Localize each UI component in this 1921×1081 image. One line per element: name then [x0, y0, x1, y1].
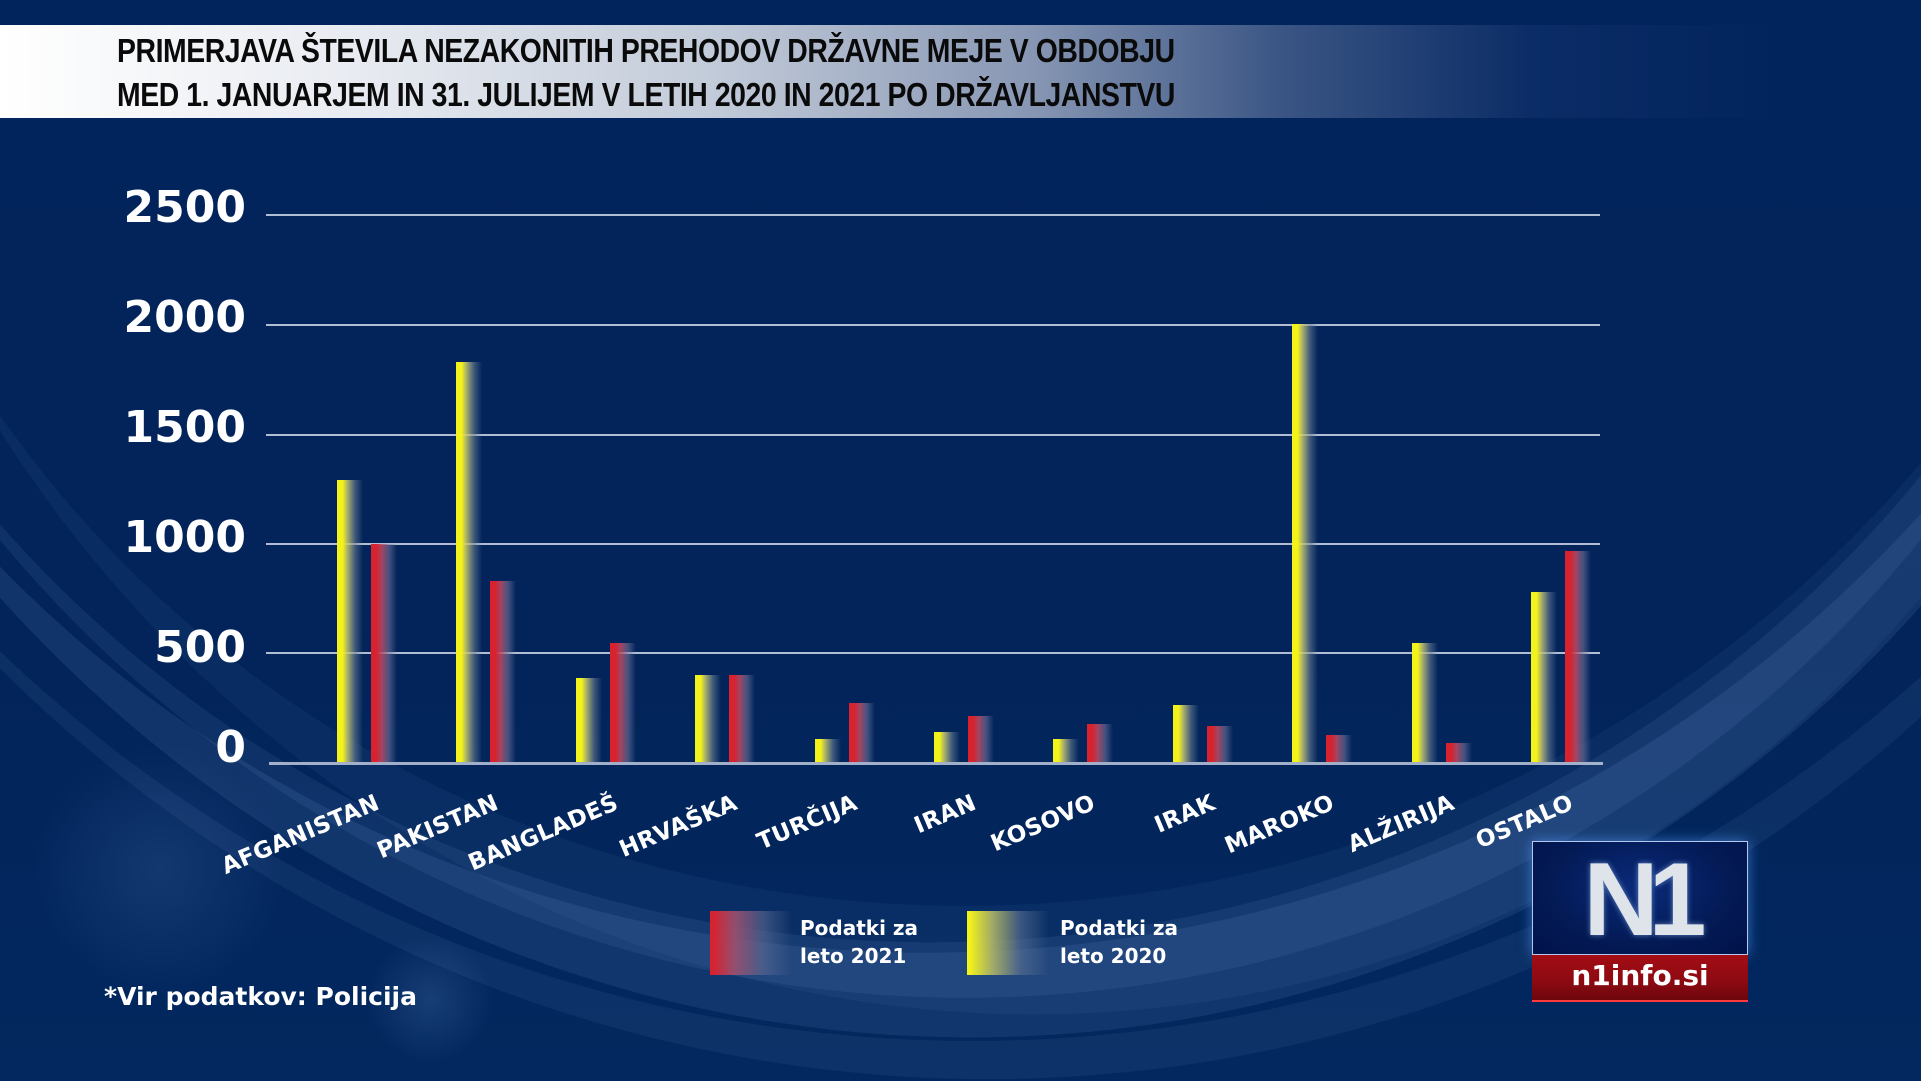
bar-2021 — [490, 580, 517, 762]
chart-title-line-2: MED 1. JANUARJEM IN 31. JULIJEM V LETIH … — [117, 76, 1175, 113]
bar-2020 — [1172, 704, 1199, 762]
logo-url-band: n1info.si — [1532, 955, 1748, 1002]
chart-title-line-1: PRIMERJAVA ŠTEVILA NEZAKONITIH PREHODOV … — [117, 32, 1175, 69]
y-tick-label: 1000 — [123, 512, 246, 563]
legend-label-2021-line2: leto 2021 — [800, 944, 907, 968]
logo-url: n1info.si — [1571, 959, 1709, 992]
gridline — [266, 652, 1600, 654]
bar-2021 — [1206, 725, 1233, 762]
bar-2020 — [1411, 643, 1438, 762]
bar-2020 — [1531, 591, 1557, 762]
legend-label-2020: Podatki za leto 2020 — [1060, 914, 1178, 970]
bar-2021 — [1565, 550, 1591, 762]
bar-2020 — [814, 738, 841, 762]
bar-2021 — [609, 643, 636, 762]
bar-2020 — [934, 732, 960, 762]
gridline — [266, 214, 1600, 216]
legend-swatch-2020 — [967, 911, 1049, 975]
bar-2020 — [575, 678, 602, 762]
x-axis-baseline — [269, 762, 1603, 765]
legend-label-2020-line2: leto 2020 — [1060, 944, 1167, 968]
legend-label-2020-line1: Podatki za — [1060, 916, 1179, 940]
gridline — [266, 324, 1600, 326]
legend-label-2021-line1: Podatki za — [800, 916, 919, 940]
bar-2020 — [695, 675, 722, 762]
bar-2020 — [1053, 738, 1080, 762]
bar-2021 — [1445, 743, 1472, 762]
n1-logo: N1 n1info.si — [1532, 841, 1748, 1002]
gridline — [266, 543, 1600, 545]
bar-2021 — [848, 702, 875, 762]
bar-2021 — [1087, 723, 1114, 762]
logo-mark-box: N1 — [1532, 841, 1748, 955]
bar-2020 — [1292, 324, 1319, 762]
logo-mark: N1 — [1583, 842, 1707, 958]
legend-swatch-2021 — [710, 911, 792, 975]
y-tick-label: 2000 — [123, 292, 246, 343]
y-tick-label: 0 — [215, 722, 246, 773]
gridline — [266, 434, 1600, 436]
bar-2020 — [456, 361, 483, 762]
y-tick-label: 1500 — [123, 402, 246, 453]
bar-2021 — [371, 544, 397, 762]
bar-2021 — [1326, 734, 1353, 762]
legend-label-2021: Podatki za leto 2021 — [800, 914, 918, 970]
bar-2021 — [729, 675, 756, 762]
y-tick-label: 500 — [154, 622, 246, 673]
title-banner — [0, 25, 1780, 118]
y-tick-label: 2500 — [123, 182, 246, 233]
data-source-note: *Vir podatkov: Policija — [104, 982, 417, 1011]
bar-2021 — [968, 715, 994, 762]
bar-2020 — [337, 480, 363, 762]
